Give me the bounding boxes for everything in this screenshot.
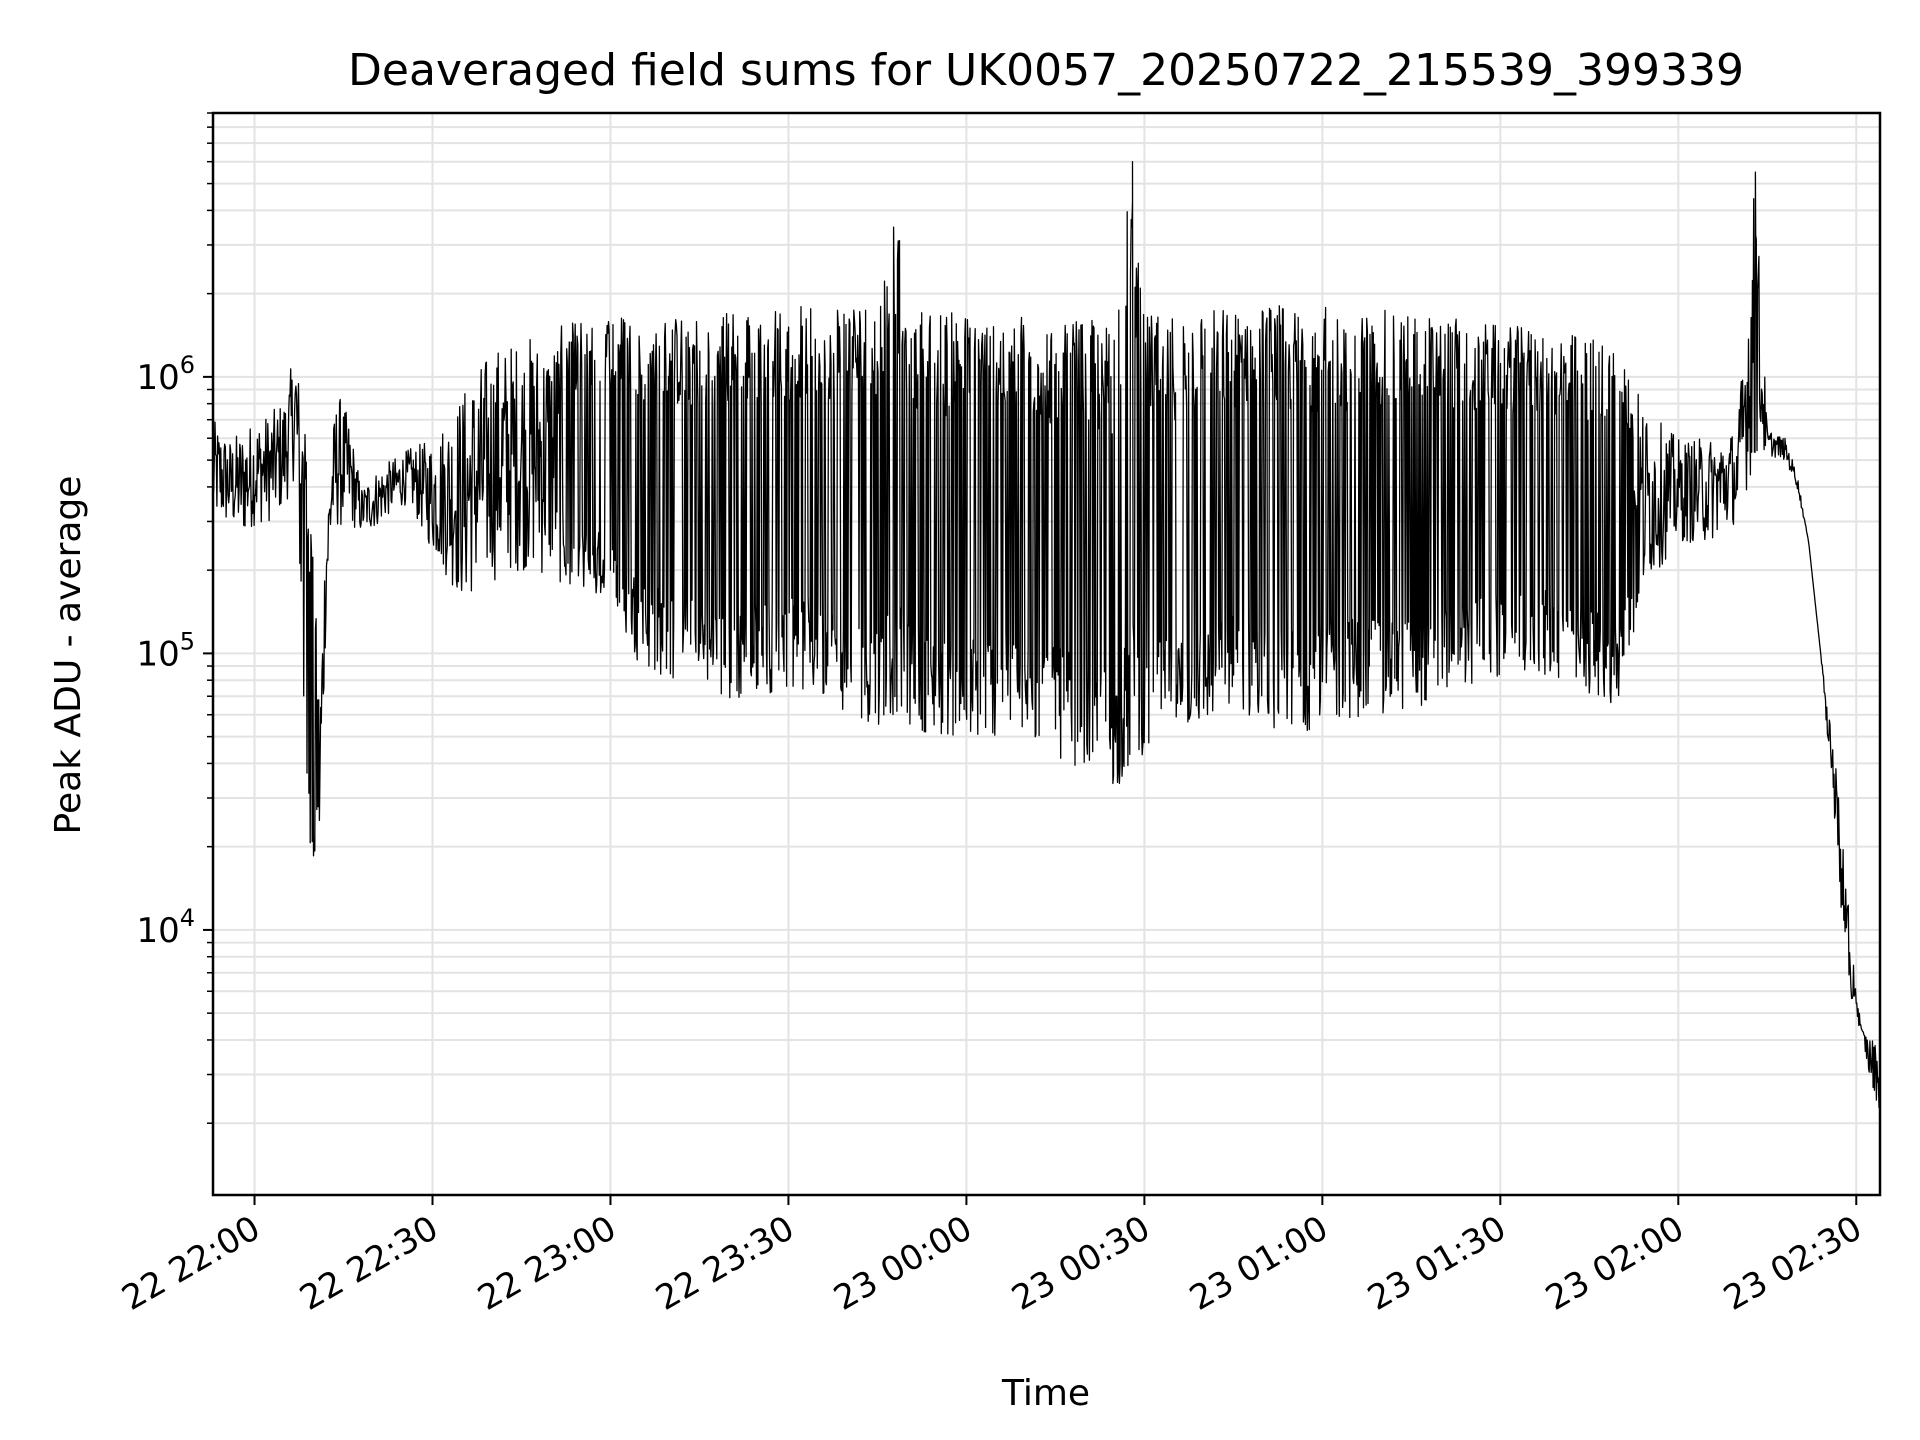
y-tick-label: 105: [136, 627, 195, 674]
data-series: [213, 161, 1880, 1109]
y-axis-ticks: 104 105 106: [136, 112, 213, 1124]
series-line: [213, 161, 1880, 1109]
x-axis-label: Time: [1001, 1373, 1090, 1414]
y-tick-label: 104: [136, 904, 195, 951]
y-tick-label: 106: [136, 351, 195, 398]
y-axis-label: Peak ADU - average: [48, 476, 89, 835]
chart-title: Deaveraged field sums for UK0057_2025072…: [348, 45, 1744, 96]
